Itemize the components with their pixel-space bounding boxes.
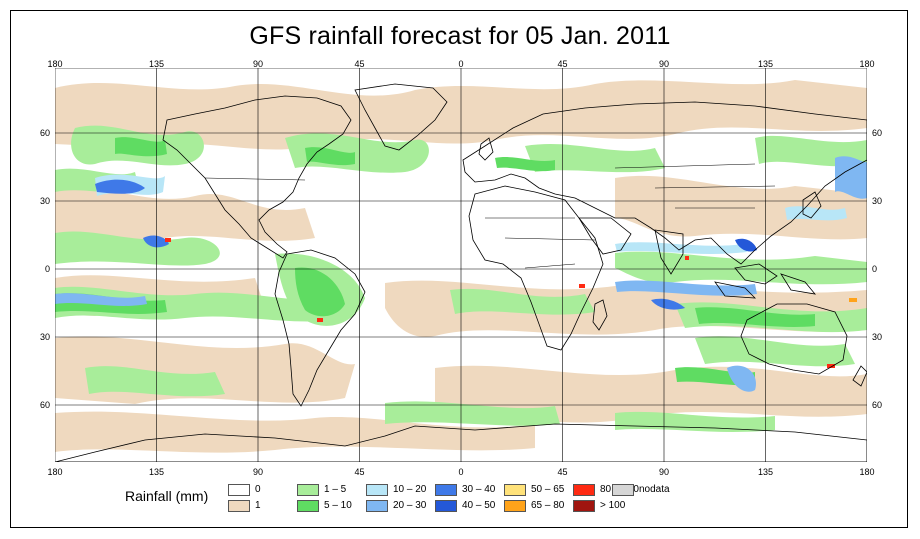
legend-swatch: [504, 484, 526, 496]
legend-swatch: [573, 484, 595, 496]
top-lon-tick: 0: [458, 59, 464, 69]
bottom-lon-tick: 180: [47, 467, 63, 477]
legend-label: 20 – 30: [393, 500, 427, 511]
bottom-lon-tick: 90: [658, 467, 669, 477]
top-lon-tick: 45: [354, 59, 365, 69]
legend-swatch: [366, 484, 388, 496]
bottom-lon-tick: 0: [458, 467, 464, 477]
legend-swatch: [297, 484, 319, 496]
bottom-lon-tick: 45: [557, 467, 568, 477]
legend-title: Rainfall (mm): [125, 488, 209, 504]
top-lon-tick: 45: [557, 59, 568, 69]
right-lat-tick: 60: [872, 400, 883, 410]
right-lat-tick: 0: [872, 264, 878, 274]
bottom-lon-tick: 90: [252, 467, 263, 477]
top-lon-tick: 180: [859, 59, 875, 69]
legend-label: 50 – 65: [531, 484, 565, 495]
legend-label: 40 – 50: [462, 500, 496, 511]
legend-swatch: [504, 500, 526, 512]
legend-label: 30 – 40: [462, 484, 496, 495]
top-lon-tick: 135: [148, 59, 165, 69]
legend-swatch: [435, 500, 457, 512]
left-lat-tick: 30: [39, 332, 50, 342]
left-lat-tick: 60: [39, 400, 50, 410]
legend-swatch: [228, 484, 250, 496]
legend-label: 10 – 20: [393, 484, 427, 495]
figure-frame: [10, 10, 908, 528]
top-lon-tick: 90: [658, 59, 669, 69]
left-lat-tick: 30: [39, 196, 50, 206]
rainfall-heavy: [95, 179, 857, 368]
top-lon-tick: 90: [252, 59, 263, 69]
bottom-lon-tick: 180: [859, 467, 875, 477]
legend-swatch: [435, 484, 457, 496]
bottom-lon-tick: 135: [757, 467, 774, 477]
legend-label: 65 – 80: [531, 500, 565, 511]
rainfall-map: [55, 68, 867, 462]
top-lon-tick: 180: [47, 59, 63, 69]
legend-swatch: [573, 500, 595, 512]
legend-label: 0: [255, 484, 261, 495]
right-lat-tick: 30: [872, 332, 883, 342]
legend-label: 5 – 10: [324, 500, 352, 511]
legend-label: > 100: [600, 500, 626, 511]
top-lon-tick: 135: [757, 59, 774, 69]
legend-swatch: [612, 484, 634, 496]
legend-swatch: [228, 500, 250, 512]
right-lat-tick: 30: [872, 196, 883, 206]
right-lat-tick: 60: [872, 128, 883, 138]
legend-swatch: [297, 500, 319, 512]
graticule: [55, 68, 867, 462]
legend-label: nodata: [639, 484, 670, 495]
legend-label: 1: [255, 500, 261, 511]
left-lat-tick: 60: [39, 128, 50, 138]
bottom-lon-tick: 135: [148, 467, 165, 477]
bottom-lon-tick: 45: [354, 467, 365, 477]
map-title: GFS rainfall forecast for 05 Jan. 2011: [249, 22, 671, 50]
legend-swatch: [366, 500, 388, 512]
continents: [55, 83, 867, 462]
left-lat-tick: 0: [44, 264, 50, 274]
legend-label: 1 – 5: [324, 484, 347, 495]
